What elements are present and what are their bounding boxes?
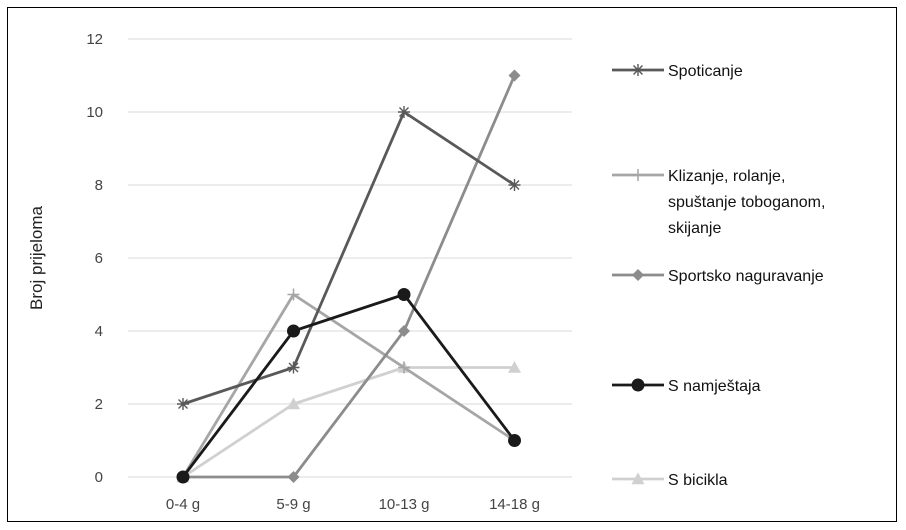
y-tick-label: 10 [86,104,103,121]
series-line [182,110,516,406]
x-tick-label: 5-9 g [276,496,310,513]
data-point [631,378,645,392]
y-tick-label: 0 [95,469,103,486]
legend-entry: S namještaja [612,378,761,395]
data-point [177,398,189,410]
y-tick-label: 8 [95,177,103,194]
legend: Spoticanje Klizanje, rolanje, spuštanje to… [612,63,825,489]
data-point [631,472,645,485]
data-point [176,470,190,484]
data-point [508,434,521,447]
x-tick-label: 14-18 g [489,496,540,513]
legend-label: S namještaja [668,378,761,395]
data-point [287,288,300,301]
data-point [398,325,410,337]
series-line [183,74,516,479]
series-line [181,293,516,478]
data-point [287,397,300,410]
series-0 [177,106,521,410]
legend-label: spuštanje toboganom, [668,194,825,211]
legend-entry: S bicikla [612,472,728,489]
data-point [398,361,410,374]
data-point [287,471,300,483]
data-point [508,69,521,82]
series-2 [177,69,521,483]
data-point [287,361,300,374]
y-tick-label: 6 [95,250,103,267]
y-tick-label: 4 [95,323,103,340]
legend-label: Sportsko naguravanje [668,268,824,285]
data-point [287,324,300,338]
legend-label: skijanje [668,220,721,237]
gridlines [128,38,572,478]
y-axis-label: Broj prijeloma [27,205,46,309]
x-tick-label: 10-13 g [379,496,430,513]
legend-entry: Klizanje, rolanje, spuštanje toboganom, sk… [612,168,825,237]
legend-label: Klizanje, rolanje, [668,168,785,185]
y-tick-label: 12 [86,31,103,48]
data-point [632,64,644,76]
data-point [632,269,644,281]
data-point [508,361,521,373]
x-tick-labels: 0-4 g 5-9 g 10-13 g 14-18 g [166,496,540,513]
data-point [397,288,411,301]
legend-label: Spoticanje [668,63,743,80]
series-line [182,366,515,479]
chart-frame [7,7,897,522]
legend-label: S bicikla [668,472,728,489]
series-3 [176,288,521,484]
data-point [508,179,521,191]
data-point [398,106,410,118]
data-point [632,169,644,181]
y-tick-labels: 0 2 4 6 8 10 12 [86,31,103,486]
series-group [176,69,521,484]
x-tick-label: 0-4 g [166,496,200,513]
legend-entry: Sportsko naguravanje [612,268,824,285]
y-tick-label: 2 [95,396,103,413]
legend-entry: Spoticanje [612,63,743,80]
